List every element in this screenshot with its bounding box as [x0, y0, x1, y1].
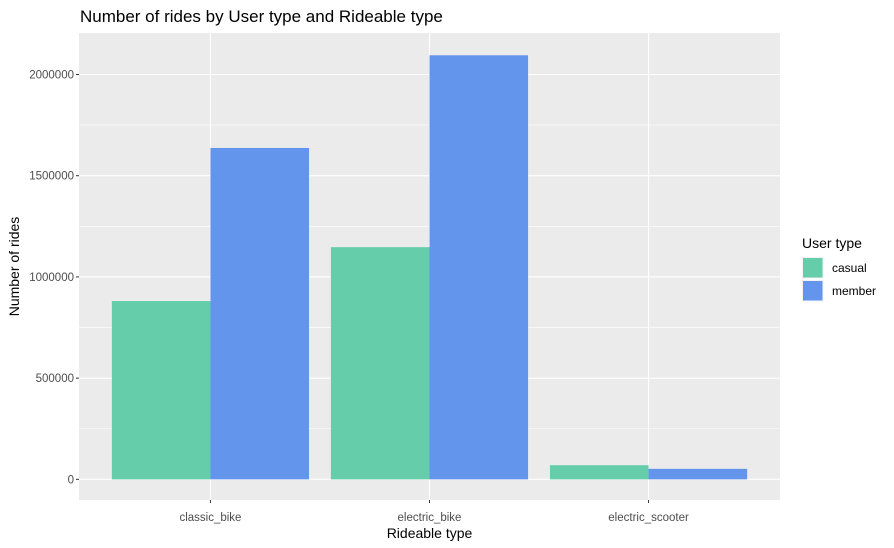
legend-label: casual — [832, 261, 867, 275]
chart-title: Number of rides by User type and Rideabl… — [80, 7, 443, 26]
bar-member — [210, 147, 310, 480]
y-tick-label: 1000000 — [29, 272, 74, 284]
y-tick-label: 2000000 — [29, 69, 74, 81]
bars — [111, 55, 748, 480]
x-axis-ticks: classic_bike electric_bike electric_scoote… — [179, 500, 689, 524]
legend-title: User type — [802, 235, 862, 251]
bar-member — [429, 55, 529, 480]
y-axis-title: Number of rides — [6, 217, 22, 317]
x-tick-label: classic_bike — [179, 512, 241, 524]
legend-key-member — [803, 281, 823, 301]
bar-member — [648, 468, 748, 480]
legend-label: member — [832, 284, 876, 298]
legend-key-casual — [803, 258, 823, 278]
x-axis-title: Rideable type — [387, 525, 473, 541]
bar-casual — [549, 465, 649, 480]
bar-casual — [111, 301, 211, 480]
x-tick-label: electric_bike — [398, 512, 462, 524]
y-tick-label: 0 — [68, 474, 74, 486]
y-tick-label: 1500000 — [29, 171, 74, 183]
y-axis-ticks: 0 500000 1000000 1500000 2000000 — [29, 69, 79, 486]
bar-casual — [330, 247, 430, 480]
y-tick-label: 500000 — [36, 373, 74, 385]
x-tick-label: electric_scooter — [608, 512, 689, 524]
legend: User type casual member — [802, 235, 876, 302]
